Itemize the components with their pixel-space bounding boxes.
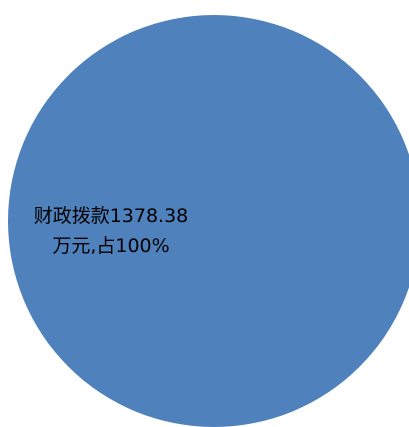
slice-label-line1: 财政拨款1378.38 bbox=[34, 205, 189, 227]
slices-layer bbox=[8, 15, 409, 427]
pie-slice-0 bbox=[8, 15, 409, 427]
slice-label-line2: 万元,占100% bbox=[52, 235, 169, 257]
